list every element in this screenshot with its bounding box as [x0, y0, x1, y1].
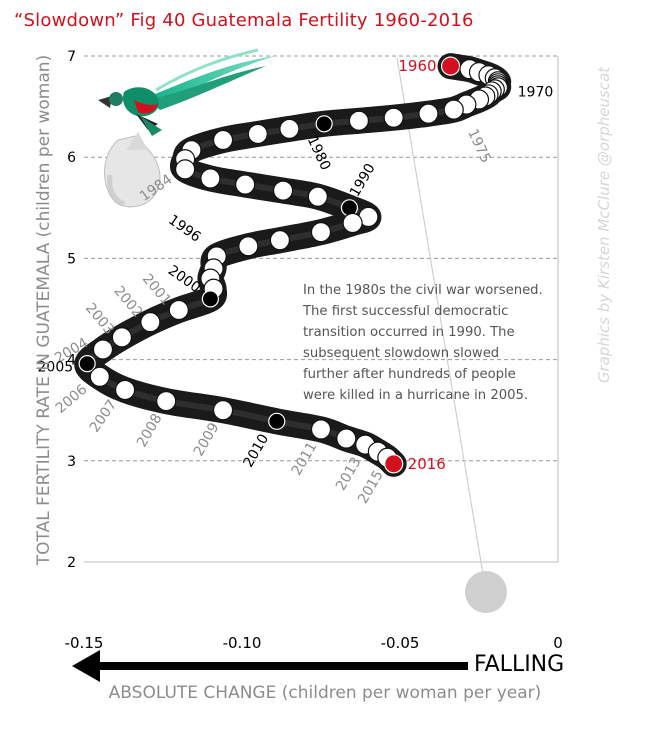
- grid-layer: 2 3 4 5 6 7: [67, 49, 558, 571]
- point-2002: [140, 312, 161, 333]
- year-label-2009: 2009: [191, 420, 223, 459]
- point-2004: [92, 339, 114, 360]
- annotation-text: In the 1980s the civil war worsened. The…: [303, 283, 543, 403]
- point-1995: [238, 236, 259, 257]
- year-label-2011: 2011: [289, 439, 321, 478]
- year-label-2008: 2008: [134, 411, 166, 450]
- year-label-2000: 2000: [165, 263, 203, 297]
- chart-title: “Slowdown” Fig 40 Guatemala Fertility 19…: [14, 10, 474, 31]
- x-tick--0.15: -0.15: [65, 634, 104, 652]
- y-tick-4: 4: [67, 353, 76, 369]
- year-label-1980: 1980: [304, 134, 334, 173]
- year-label-2005: 2005: [38, 360, 74, 376]
- point-1982: [212, 129, 234, 151]
- axes-layer: -0.15 -0.10 -0.05 0: [65, 56, 563, 652]
- point-1980: [279, 118, 300, 139]
- pendulum-ball: [465, 571, 507, 613]
- year-label-1996: 1996: [165, 212, 203, 246]
- point-2012: [336, 428, 357, 449]
- point-1981: [247, 123, 268, 145]
- year-label-2015: 2015: [355, 468, 387, 507]
- point-1986: [200, 168, 221, 189]
- year-label-2006: 2006: [53, 382, 91, 417]
- year-label-1970: 1970: [518, 84, 554, 100]
- point-1975: [443, 99, 464, 120]
- y-tick-5: 5: [67, 251, 76, 267]
- point-1992: [342, 212, 363, 234]
- point-1989: [307, 186, 328, 207]
- point-1960: [440, 56, 461, 76]
- point-1985: [175, 159, 196, 180]
- point-2000: [201, 290, 219, 308]
- point-1993: [310, 221, 332, 243]
- credit-text: Graphics by Kirsten McClure @orpheuscat: [595, 66, 613, 384]
- point-2008: [156, 390, 177, 412]
- quetzal-bird-icon: [98, 48, 276, 208]
- point-2007: [114, 379, 136, 401]
- point-2003: [111, 327, 133, 348]
- point-1976: [418, 103, 439, 124]
- y-tick-3: 3: [67, 454, 76, 470]
- falling-label: FALLING: [474, 652, 565, 677]
- point-1977: [383, 107, 404, 128]
- year-label-2010: 2010: [241, 431, 273, 470]
- point-2006: [89, 366, 110, 387]
- point-1988: [272, 180, 294, 201]
- year-label-1990: 1990: [347, 161, 379, 200]
- point-2005: [78, 355, 96, 373]
- point-2001: [168, 299, 189, 321]
- x-tick-0: 0: [553, 634, 563, 652]
- y-axis-label: TOTAL FERTILITY RATE IN GUATEMALA (child…: [34, 54, 54, 566]
- y-tick-6: 6: [67, 150, 76, 166]
- point-2010: [268, 412, 286, 430]
- x-tick--0.05: -0.05: [381, 634, 420, 652]
- year-label-1975: 1975: [464, 127, 494, 166]
- point-1979: [315, 115, 333, 133]
- year-label-2016: 2016: [408, 455, 446, 473]
- falling-arrow: [72, 650, 468, 682]
- x-tick--0.10: -0.10: [223, 634, 262, 652]
- x-axis-label: ABSOLUTE CHANGE (children per woman per …: [108, 683, 542, 703]
- year-label-2007: 2007: [87, 397, 121, 435]
- y-tick-7: 7: [67, 49, 76, 65]
- point-1987: [235, 174, 256, 195]
- point-2016: [384, 454, 404, 474]
- point-2009: [212, 400, 234, 421]
- point-2011: [310, 419, 332, 440]
- point-1994: [269, 230, 291, 251]
- year-label-1960: 1960: [398, 57, 436, 75]
- pendulum-string: [396, 57, 487, 593]
- y-tick-2: 2: [67, 555, 76, 571]
- point-1978: [348, 110, 370, 131]
- data-points: [78, 56, 509, 474]
